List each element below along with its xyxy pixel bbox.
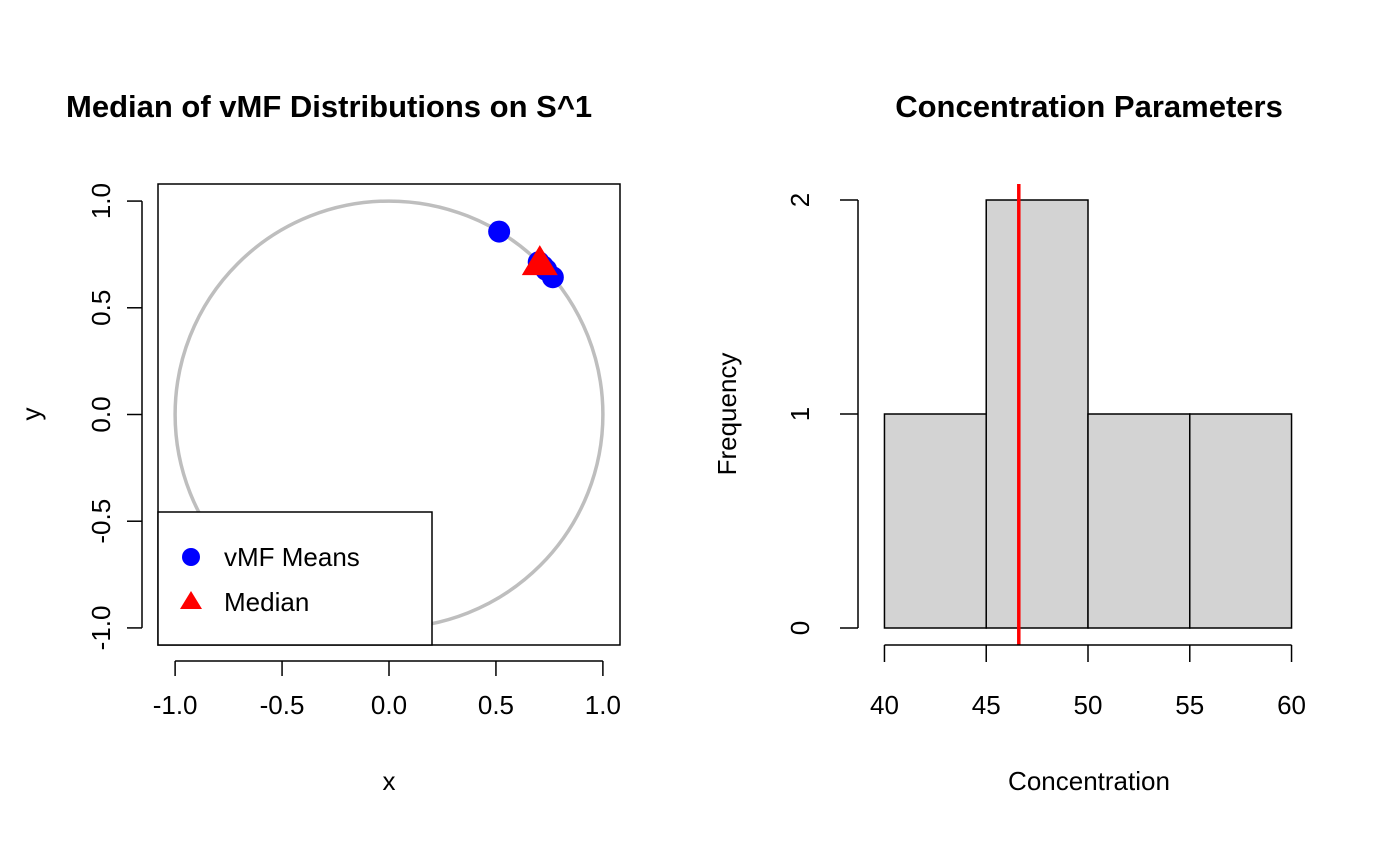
histogram-x-tick-label: 60: [1277, 690, 1306, 720]
histogram-panel: Concentration Parameters 40 45 50 55 60 012 …: [712, 89, 1306, 796]
scatter-y-tick-label: 0.0: [86, 396, 116, 432]
histogram-x-tick-label: 50: [1074, 690, 1103, 720]
median-point: [521, 245, 558, 276]
scatter-y-tick-label: -1.0: [86, 606, 116, 651]
histogram-x-tick-label: 55: [1175, 690, 1204, 720]
scatter-x-axis-label: x: [383, 766, 396, 796]
scatter-x-tick-label: -1.0: [153, 690, 198, 720]
histogram-x-tick-label: 40: [870, 690, 899, 720]
histogram-x-axis-label: Concentration: [1008, 766, 1170, 796]
scatter-title: Median of vMF Distributions on S^1: [66, 89, 592, 124]
scatter-x-tick-label: 0.5: [478, 690, 514, 720]
scatter-x-tick-label: -0.5: [260, 690, 305, 720]
histogram-title: Concentration Parameters: [895, 89, 1283, 124]
legend-marker-circle: [182, 548, 200, 566]
legend-box: [157, 511, 433, 646]
legend-label: Median: [224, 587, 309, 617]
scatter-x-tick-label: 1.0: [585, 690, 621, 720]
vmf-mean-point: [488, 220, 511, 243]
scatter-y-tick-label: 1.0: [86, 183, 116, 219]
legend-marker-triangle: [180, 591, 202, 609]
histogram-bar: [985, 199, 1089, 629]
histogram-y-axis-label: Frequency: [712, 353, 742, 476]
histogram-y-tick-label: 2: [785, 193, 815, 207]
scatter-panel: Median of vMF Distributions on S^1 -1.0 -…: [16, 89, 621, 796]
scatter-y-tick-label: -0.5: [86, 499, 116, 544]
histogram-y-tick-label: 1: [785, 407, 815, 421]
scatter-y-axis-label: y: [16, 408, 46, 421]
histogram-bar: [883, 413, 987, 629]
scatter-x-tick-label: 0.0: [371, 690, 407, 720]
histogram-x-tick-label: 45: [972, 690, 1001, 720]
histogram-bar: [1087, 413, 1191, 629]
legend-label: vMF Means: [224, 542, 360, 572]
scatter-y-tick-label: 0.5: [86, 290, 116, 326]
legend: vMF Means Median: [157, 511, 433, 646]
histogram-y-tick-label: 0: [785, 621, 815, 635]
histogram-bar: [1189, 413, 1293, 629]
